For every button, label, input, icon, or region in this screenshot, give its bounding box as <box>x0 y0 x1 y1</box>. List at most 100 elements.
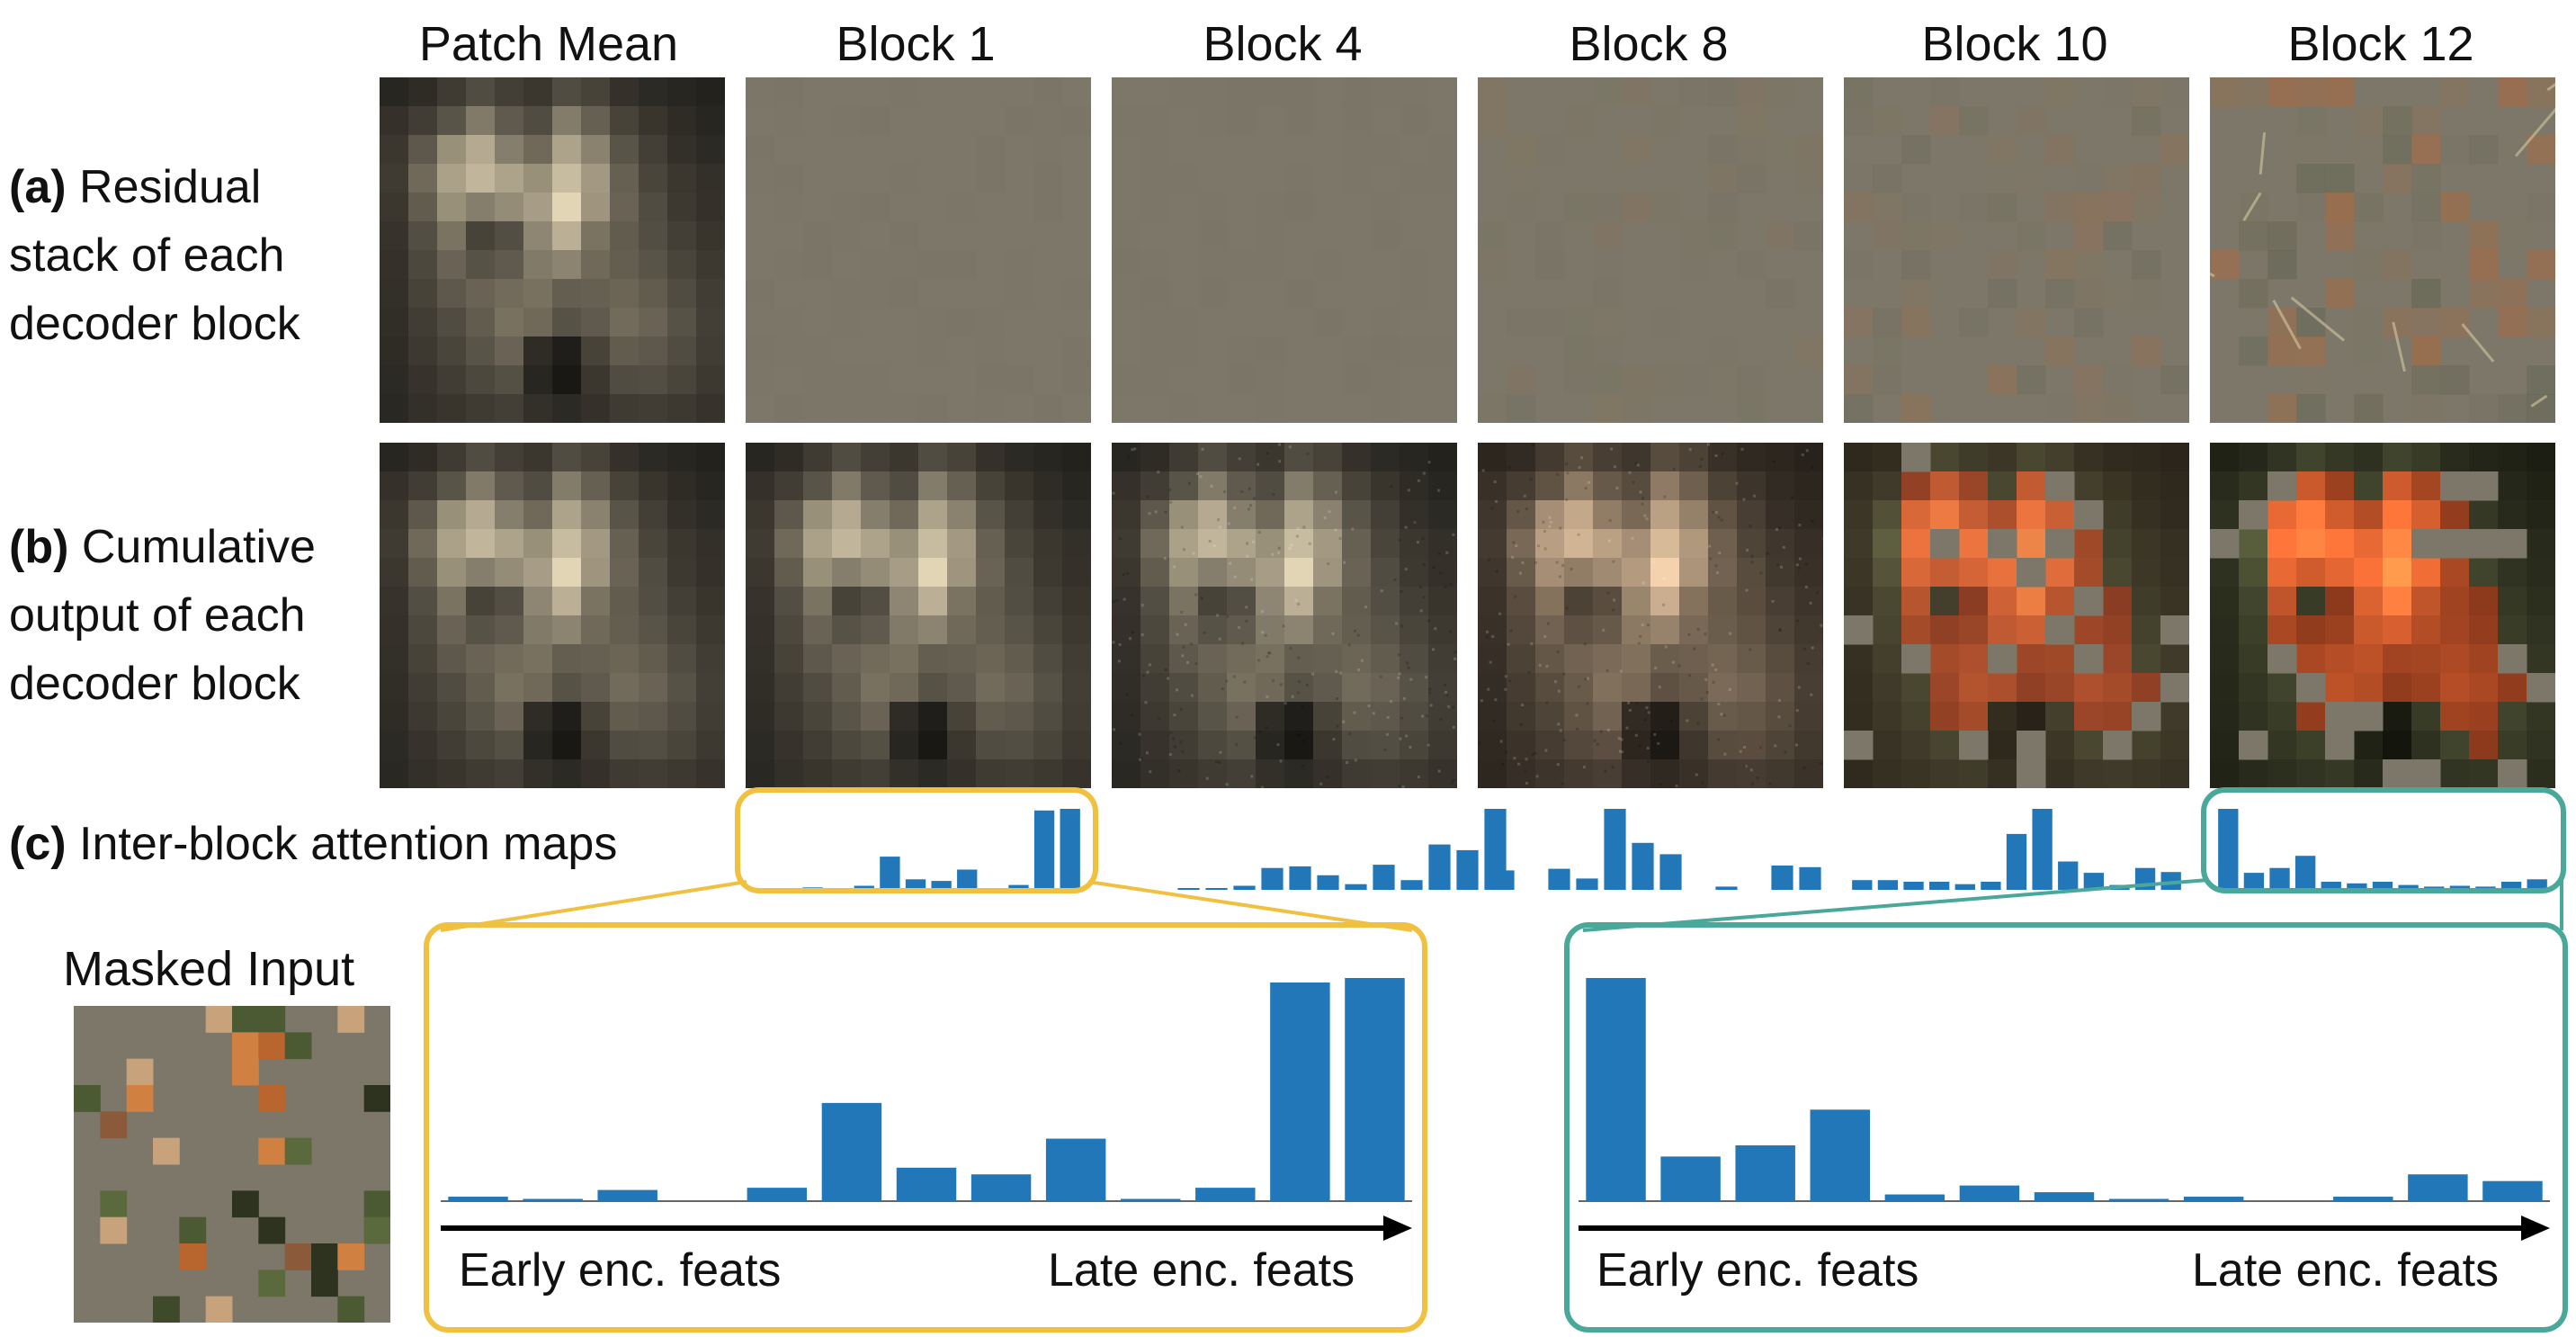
bar <box>2333 1197 2393 1201</box>
column-header-patch-mean: Patch Mean <box>418 17 679 71</box>
bar <box>2243 873 2265 890</box>
bar <box>1884 1194 1945 1201</box>
masked-input-image <box>74 1006 390 1323</box>
row-tag-b: (b) <box>9 521 69 573</box>
bar <box>1121 1198 1181 1201</box>
column-header-block-1: Block 1 <box>836 17 996 71</box>
bar <box>1715 886 1738 890</box>
bar <box>597 1189 657 1201</box>
residual-block-10-image <box>1844 77 2189 423</box>
row-a-line-2: stack of each <box>9 229 285 282</box>
row-c-text: Inter-block attention maps <box>79 818 618 870</box>
bar <box>1586 978 1646 1201</box>
axis-arrow-head <box>1383 1216 1412 1241</box>
bar <box>1632 842 1654 890</box>
bar <box>2408 1174 2468 1201</box>
zoom-chart-block-1 <box>441 978 1412 1241</box>
bar <box>2398 884 2419 890</box>
bar <box>2006 833 2027 890</box>
bar <box>1456 849 1479 890</box>
bar <box>747 1188 808 1201</box>
bar <box>2083 873 2105 890</box>
bar <box>1289 866 1311 890</box>
zoom-chart-block-12 <box>1579 978 2550 1241</box>
bar <box>1008 884 1029 890</box>
bar <box>1660 1156 1721 1201</box>
zoom-left-late-label: Late enc. feats <box>1048 1244 1355 1297</box>
masked-input-title: Masked Input <box>63 942 355 996</box>
cumulative-block-4-image <box>1112 443 1457 788</box>
bar <box>1345 884 1367 890</box>
bar <box>751 888 772 890</box>
bar <box>1735 1145 1795 1201</box>
column-header-block-4: Block 4 <box>1203 17 1363 71</box>
bar <box>931 881 952 890</box>
bar <box>2058 861 2079 890</box>
bar <box>982 888 1004 890</box>
bar <box>448 1197 508 1201</box>
bar <box>1548 868 1570 890</box>
cumulative-patch-mean-image <box>380 443 725 788</box>
bar <box>1400 880 1423 890</box>
attention-chart-block-10 <box>1852 809 2181 890</box>
bar <box>821 1102 882 1201</box>
bar <box>1060 809 1080 890</box>
bar <box>2108 1198 2169 1201</box>
cumulative-block-12-image <box>2210 443 2555 788</box>
bar <box>1877 880 1899 890</box>
row-a-line-1: Residual <box>79 161 262 213</box>
bar <box>1659 854 1682 890</box>
row-tag-a: (a) <box>9 161 67 213</box>
bar <box>1604 809 1626 890</box>
residual-block-12-image <box>2210 77 2555 423</box>
row-a-line-3: decoder block <box>9 298 300 350</box>
connector-left-1 <box>440 880 747 932</box>
residual-block-1-image <box>746 77 1091 423</box>
bar <box>1428 844 1451 890</box>
column-header-block-10: Block 10 <box>1921 17 2108 71</box>
bar <box>2034 1192 2095 1201</box>
bar <box>2134 867 2156 890</box>
bar <box>1177 888 1200 890</box>
cumulative-block-8-image <box>1478 443 1823 788</box>
row-label-c: (c) Inter-block attention maps <box>9 810 617 878</box>
bar <box>1045 1138 1106 1201</box>
bar <box>854 885 874 890</box>
residual-block-8-image <box>1478 77 1823 423</box>
bar <box>880 857 900 890</box>
bar <box>2321 882 2341 890</box>
column-header-block-12: Block 12 <box>2287 17 2474 71</box>
row-b-line-3: decoder block <box>9 658 300 710</box>
bar <box>2475 886 2496 890</box>
bar <box>2527 879 2547 890</box>
bar <box>1033 810 1055 890</box>
bar <box>1799 866 1821 890</box>
bar <box>2482 1180 2543 1201</box>
zoom-right-late-label: Late enc. feats <box>2192 1244 2500 1297</box>
bar <box>2160 872 2181 890</box>
bar <box>1771 866 1793 890</box>
row-label-a: (a) Residual stack of each decoder block <box>9 153 300 358</box>
bar <box>1345 978 1405 1201</box>
bar <box>2183 1197 2244 1201</box>
cumulative-block-1-image <box>746 443 1091 788</box>
zoom-left-early-label: Early enc. feats <box>459 1244 782 1297</box>
bar <box>1492 870 1515 890</box>
row-b-line-1: Cumulative <box>81 521 316 573</box>
bar <box>2424 886 2445 890</box>
bar <box>1373 865 1395 890</box>
bar <box>1903 882 1924 890</box>
bar <box>2294 856 2316 890</box>
bar <box>1959 1185 2020 1201</box>
attention-chart-block-8 <box>1492 809 1821 890</box>
zoom-right-early-label: Early enc. feats <box>1597 1244 1919 1297</box>
bar <box>776 888 798 890</box>
column-header-block-8: Block 8 <box>1569 17 1729 71</box>
bar <box>2500 882 2522 890</box>
bar <box>1928 882 1950 890</box>
bar <box>2269 867 2290 890</box>
bar <box>1576 878 1598 890</box>
bar <box>957 869 978 890</box>
bar <box>2218 809 2239 890</box>
bar <box>1233 885 1256 890</box>
